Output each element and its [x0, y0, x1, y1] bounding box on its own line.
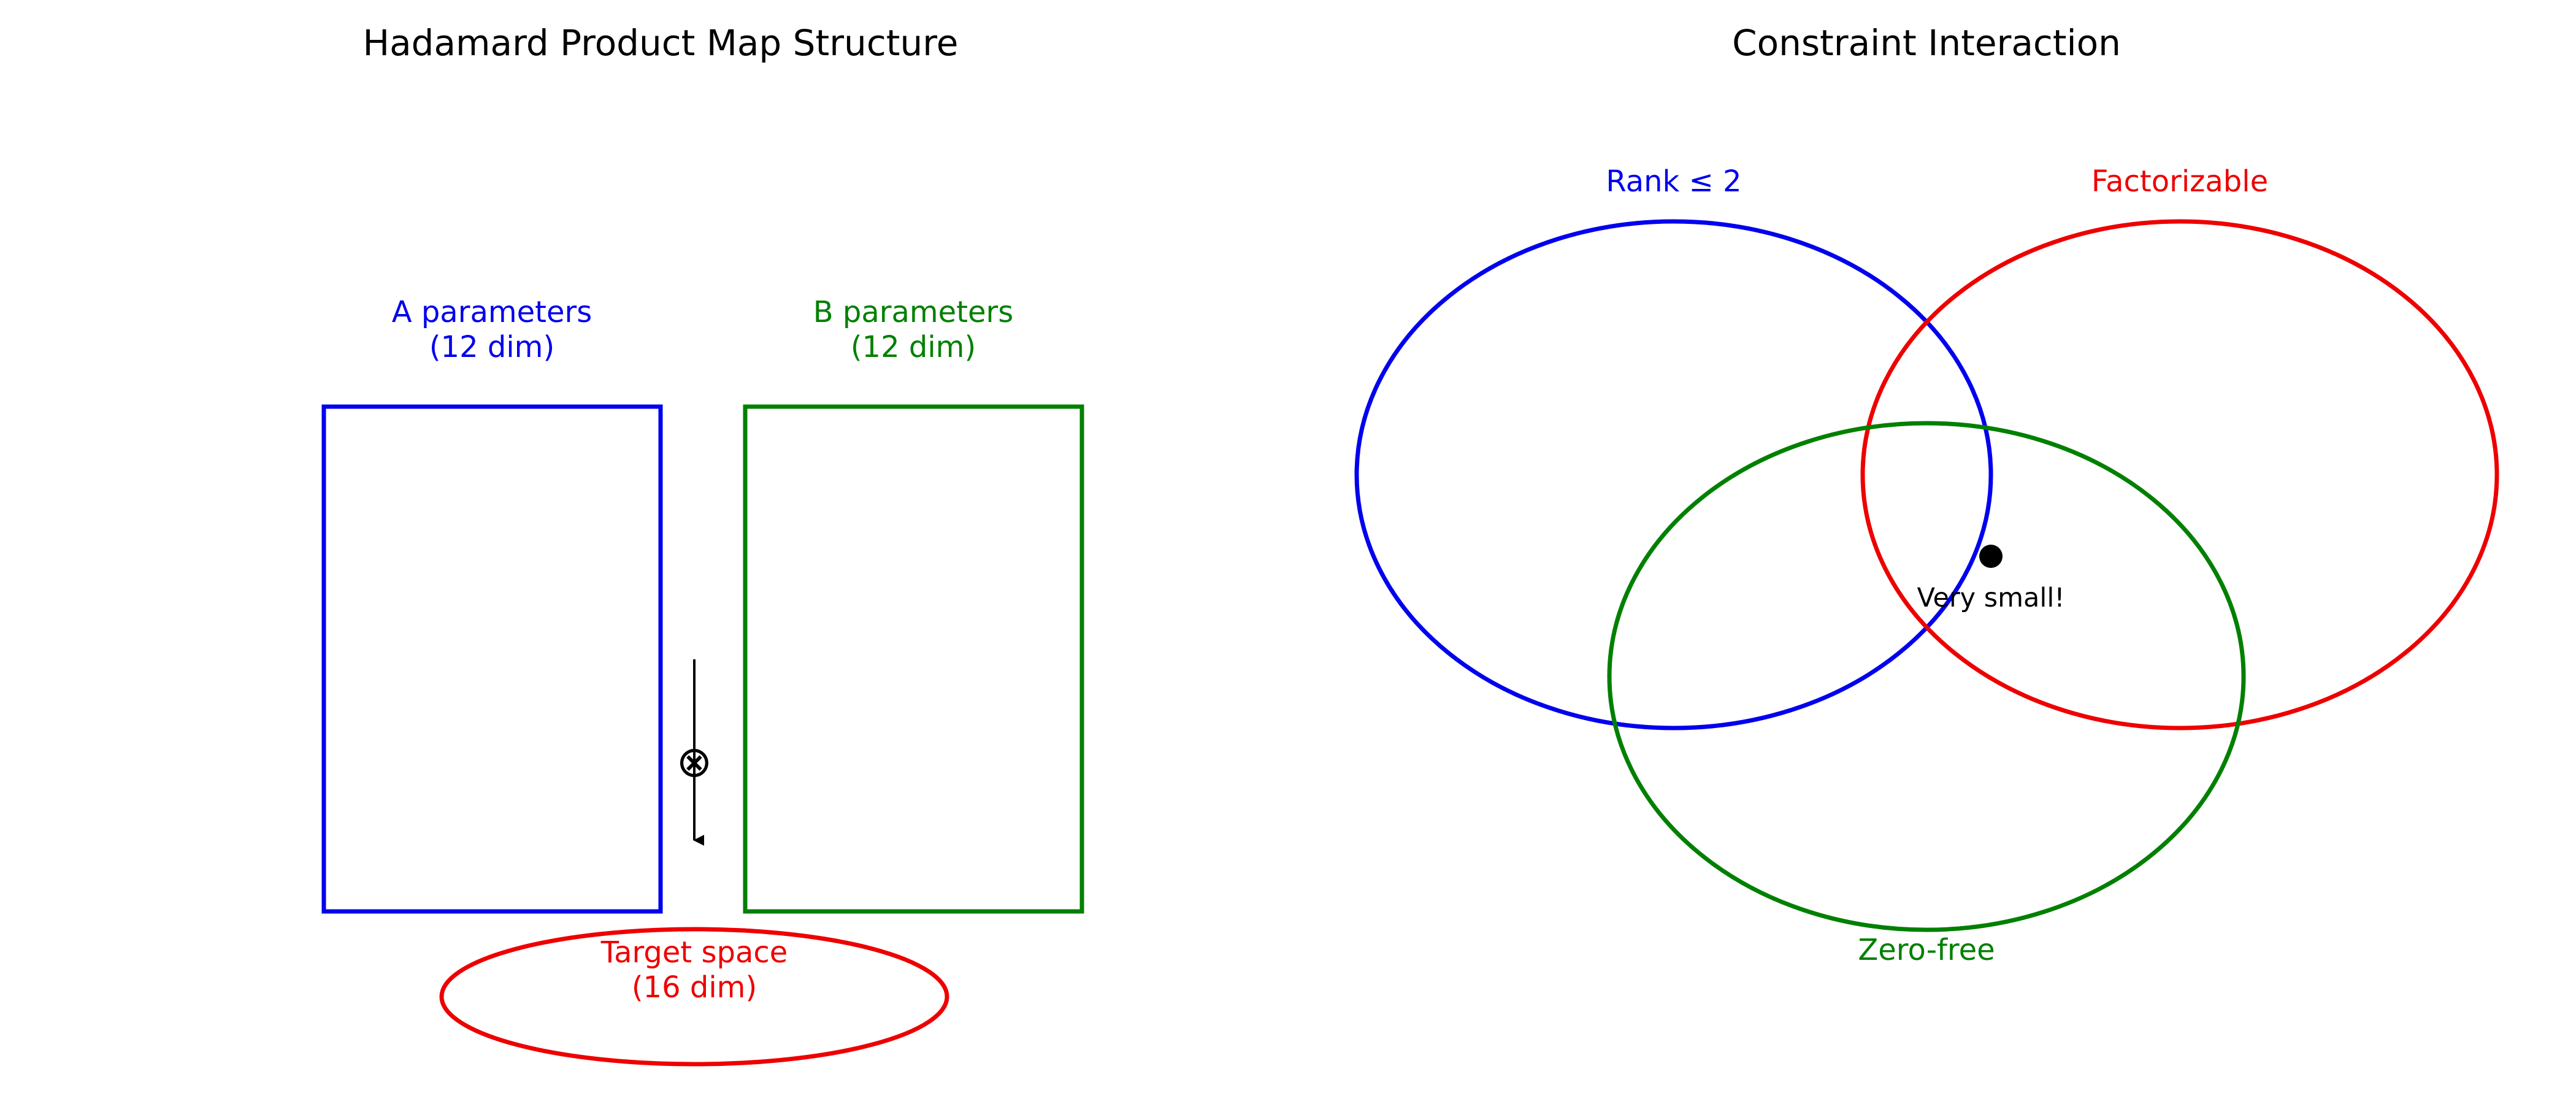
set-ellipse-zero-free: [1607, 421, 2246, 932]
box-b-label-line2: (12 dim): [851, 330, 976, 364]
left-panel-title: Hadamard Product Map Structure: [363, 22, 959, 64]
intersection-point: [1979, 545, 2003, 568]
set-ellipse-factorizable: [1860, 219, 2499, 730]
intersection-note: Very small!: [1917, 583, 2064, 613]
left-panel: Hadamard Product Map Structure A paramet…: [321, 22, 1084, 1067]
box-b-parameters: [743, 404, 1084, 914]
set-ellipse-rank: [1354, 219, 1993, 730]
box-a-label-line1: A parameters: [392, 295, 592, 329]
box-a-label-line2: (12 dim): [429, 330, 554, 364]
right-panel: Constraint Interaction Rank ≤ 2 Factoriz…: [1354, 22, 2499, 967]
set-label-rank: Rank ≤ 2: [1606, 164, 1741, 199]
set-label-zero-free: Zero-free: [1858, 933, 1995, 967]
right-panel-title: Constraint Interaction: [1732, 22, 2121, 64]
box-b-label-line1: B parameters: [813, 295, 1014, 329]
set-label-factorizable: Factorizable: [2091, 164, 2268, 199]
target-space-ellipse: [439, 927, 949, 1067]
box-a-parameters: [321, 404, 663, 914]
hadamard-operator-icon: ⊗: [677, 737, 713, 787]
target-space-label-line1: Target space: [600, 935, 788, 970]
target-space-label-line2: (16 dim): [632, 970, 757, 1005]
